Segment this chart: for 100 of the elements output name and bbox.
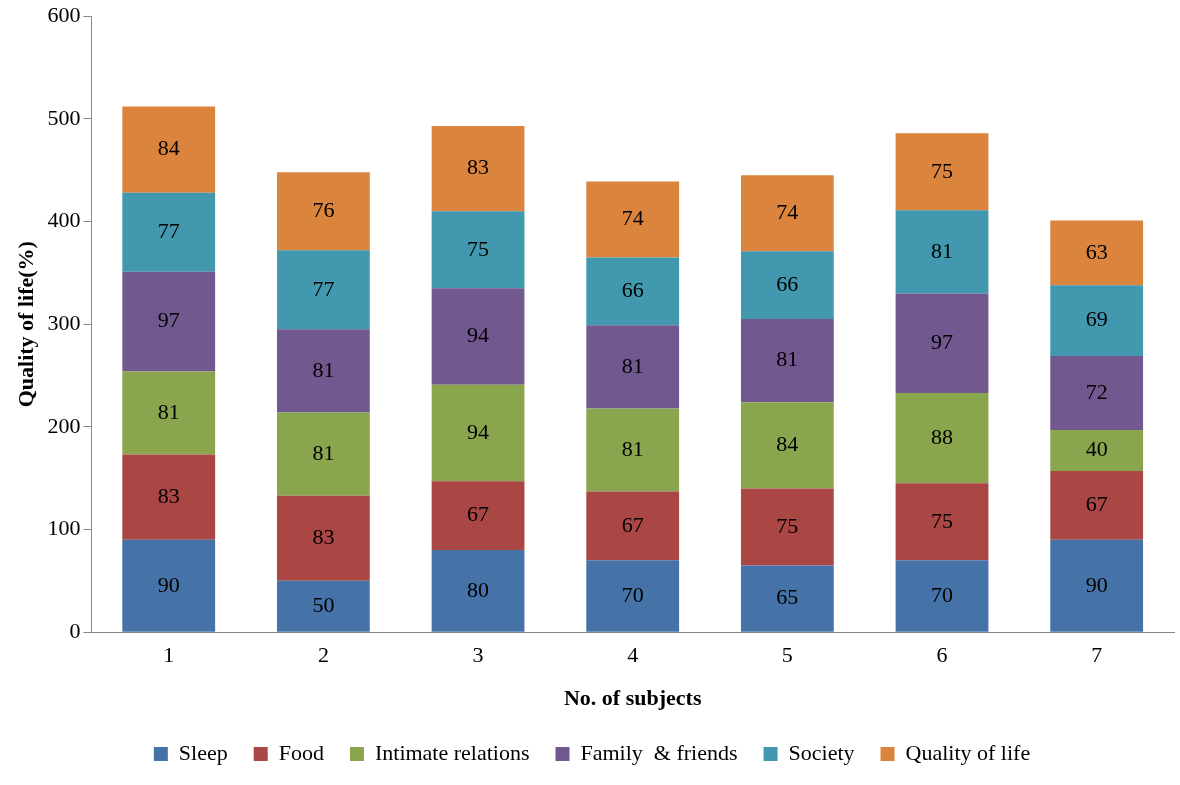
x-tick-label: 7 xyxy=(1091,642,1103,668)
y-tick-label: 600 xyxy=(47,1,81,27)
data-label: 75 xyxy=(931,157,954,183)
x-tick-label: 4 xyxy=(627,642,639,668)
data-label: 66 xyxy=(621,277,644,303)
bar xyxy=(276,172,370,251)
y-tick-label: 300 xyxy=(47,309,81,335)
bar xyxy=(586,408,680,492)
bar xyxy=(895,483,989,561)
bar xyxy=(276,495,370,581)
bar xyxy=(740,402,834,489)
bar xyxy=(122,192,216,272)
bar xyxy=(586,181,680,258)
bar xyxy=(431,288,525,385)
x-tick-label: 3 xyxy=(472,642,484,668)
y-tick-label: 100 xyxy=(47,515,81,541)
data-label: 75 xyxy=(776,512,799,538)
data-label: 72 xyxy=(1085,378,1108,404)
data-label: 50 xyxy=(312,592,335,618)
x-tick-label: 6 xyxy=(936,642,948,668)
data-label: 76 xyxy=(312,197,335,223)
data-label: 74 xyxy=(776,199,799,225)
legend-label: Family & friends xyxy=(580,739,738,765)
data-label: 81 xyxy=(621,435,644,461)
data-label: 84 xyxy=(776,431,799,457)
x-tick-label: 5 xyxy=(781,642,793,668)
bar xyxy=(1050,220,1144,286)
data-label: 77 xyxy=(312,275,335,301)
bar xyxy=(276,580,370,632)
data-label: 75 xyxy=(467,235,490,261)
data-label: 90 xyxy=(157,571,180,597)
bar xyxy=(431,126,525,212)
data-label: 83 xyxy=(312,524,335,550)
legend-label: Sleep xyxy=(178,739,228,765)
bar xyxy=(431,550,525,632)
data-label: 75 xyxy=(931,507,954,533)
data-label: 67 xyxy=(1085,491,1108,517)
bar xyxy=(895,392,989,484)
bar xyxy=(1050,471,1144,540)
legend-label: Quality of life xyxy=(905,739,1031,765)
bar xyxy=(586,325,680,409)
bar xyxy=(740,251,834,320)
bar xyxy=(122,539,216,632)
legend-label: Intimate relations xyxy=(374,739,530,765)
bar xyxy=(586,257,680,326)
data-label: 63 xyxy=(1085,238,1108,264)
data-label: 81 xyxy=(931,237,954,263)
bar xyxy=(122,106,216,193)
data-label: 94 xyxy=(467,322,490,348)
bar xyxy=(895,560,989,632)
bar xyxy=(740,488,834,566)
bar xyxy=(1050,356,1144,430)
bar xyxy=(586,560,680,632)
data-label: 83 xyxy=(467,154,490,180)
bar xyxy=(276,412,370,496)
data-label: 83 xyxy=(157,482,180,508)
y-tick-label: 0 xyxy=(69,617,81,643)
y-axis-title: Quality of life(%) xyxy=(12,241,38,408)
data-label: 81 xyxy=(312,439,335,465)
data-label: 70 xyxy=(621,581,644,607)
bar xyxy=(895,293,989,393)
data-label: 69 xyxy=(1085,306,1108,332)
bar xyxy=(1050,429,1144,472)
bar xyxy=(740,319,834,403)
bar xyxy=(122,371,216,455)
data-label: 84 xyxy=(157,135,180,161)
bar xyxy=(122,454,216,540)
y-tick-label: 200 xyxy=(47,412,81,438)
data-label: 97 xyxy=(931,328,954,354)
y-tick-label: 400 xyxy=(47,207,81,233)
bar xyxy=(431,481,525,551)
y-tick-label: 500 xyxy=(47,104,81,130)
data-label: 90 xyxy=(1085,571,1108,597)
bar xyxy=(740,175,834,252)
data-label: 66 xyxy=(776,270,799,296)
data-label: 80 xyxy=(467,576,490,602)
data-label: 88 xyxy=(931,423,954,449)
data-label: 74 xyxy=(621,205,644,231)
data-label: 94 xyxy=(467,418,490,444)
data-label: 65 xyxy=(776,584,799,610)
x-axis-title: No. of subjects xyxy=(563,685,702,711)
data-label: 81 xyxy=(621,352,644,378)
legend-label: Society xyxy=(788,739,855,765)
data-label: 81 xyxy=(157,398,180,424)
bar xyxy=(1050,539,1144,632)
bar xyxy=(895,210,989,294)
data-label: 77 xyxy=(157,218,180,244)
legend-label: Food xyxy=(278,739,324,765)
data-label: 97 xyxy=(157,307,180,333)
bar xyxy=(586,491,680,561)
bar xyxy=(276,250,370,330)
bar xyxy=(431,384,525,482)
data-label: 81 xyxy=(776,346,799,372)
bar xyxy=(276,329,370,413)
data-label: 40 xyxy=(1085,436,1108,462)
bar xyxy=(740,565,834,632)
bar xyxy=(122,271,216,372)
bar xyxy=(431,211,525,289)
x-tick-label: 1 xyxy=(163,642,175,668)
data-label: 70 xyxy=(931,581,954,607)
